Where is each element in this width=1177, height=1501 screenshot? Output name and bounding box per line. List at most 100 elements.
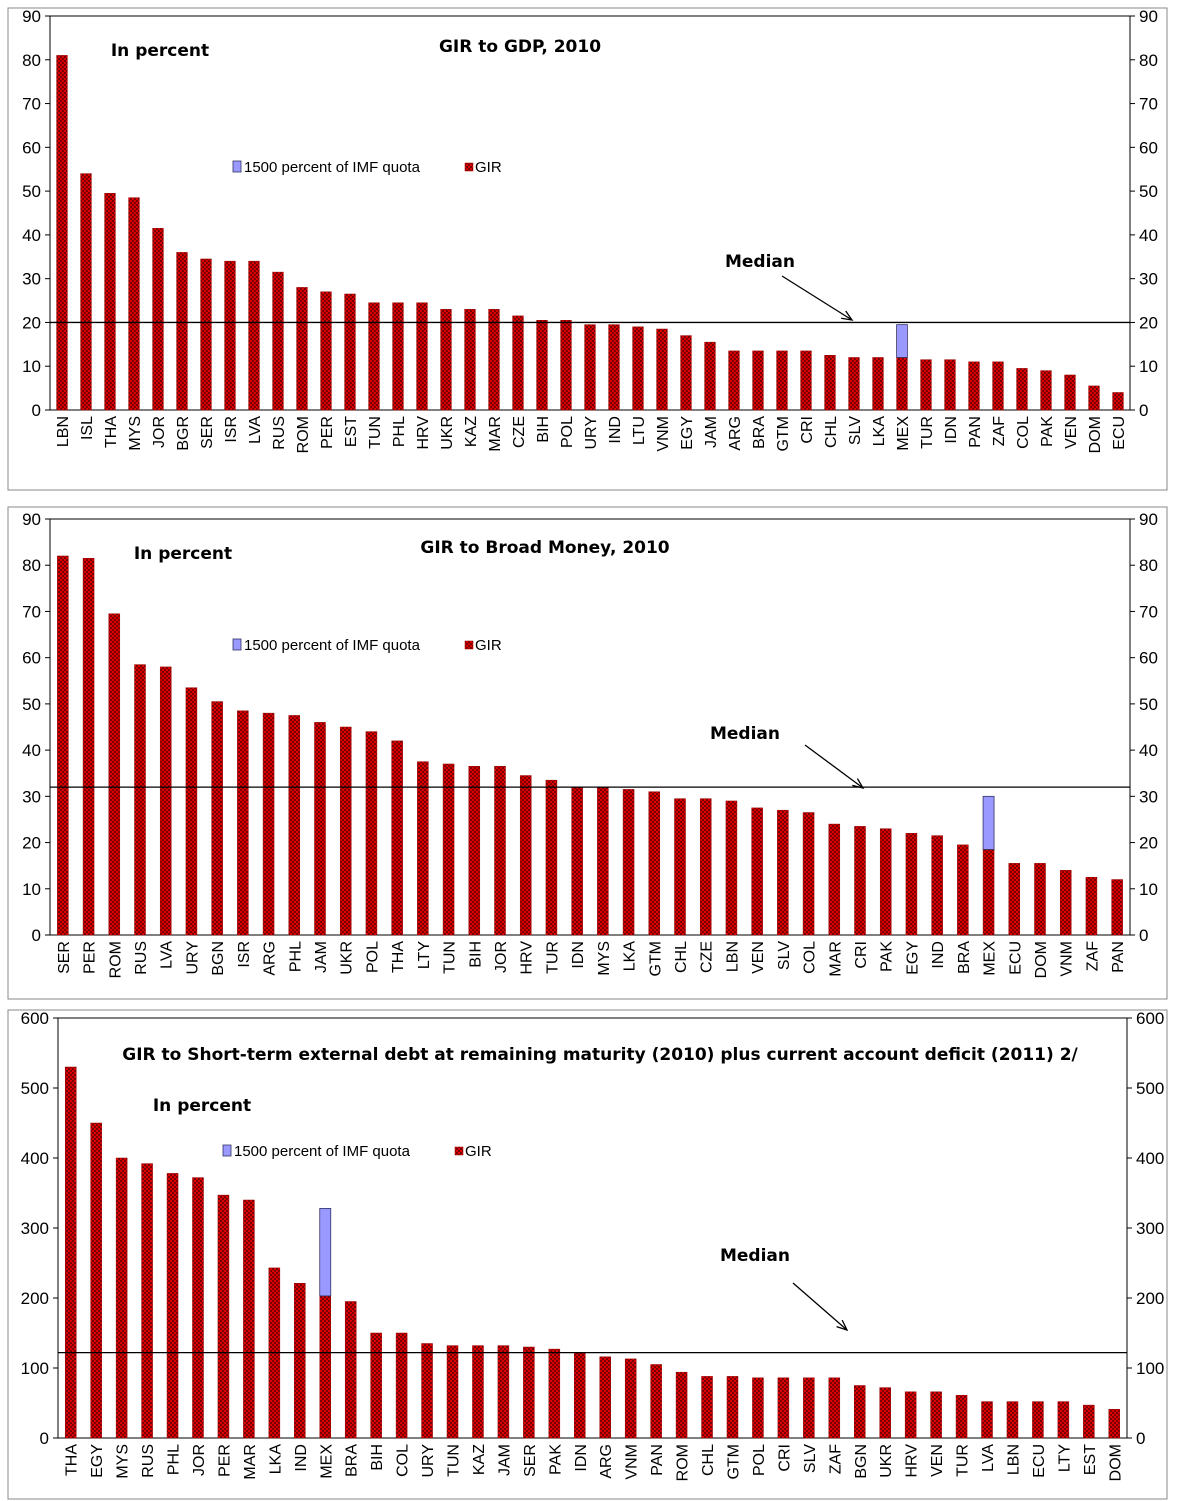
bar-gir [421,1343,433,1439]
x-tick-label: MAR [827,941,844,977]
x-tick-label: PAK [879,941,896,972]
bar-gir [57,555,69,936]
y-tick-label-left: 100 [21,1359,49,1378]
bar-gir [294,1283,306,1439]
x-tick-label: ARG [262,941,279,976]
bar-gir [1064,374,1076,411]
y-tick-label-left: 40 [22,226,41,245]
bar-gir [108,613,121,936]
bar-imf-quota [896,324,908,358]
x-tick-label: RUS [133,941,150,975]
bar-gir [599,1356,611,1439]
bar-gir [80,173,92,411]
bar-gir [751,807,763,936]
bar-gir [440,309,452,411]
x-tick-label: BIH [467,941,484,968]
x-tick-label: ISR [236,941,253,968]
bar-gir [650,1364,662,1439]
y-tick-label-left: 600 [21,1009,49,1028]
x-tick-label: ISL [79,416,96,440]
bar-gir [224,260,236,411]
x-tick-label: PAN [649,1444,666,1476]
x-tick-label: PAN [1110,941,1127,973]
legend-label-gir: GIR [475,159,502,176]
legend-swatch-imf-quota [232,638,242,651]
chart-subtitle: In percent [153,1096,251,1116]
bar-gir [512,315,524,411]
x-tick-label: PAK [1039,416,1056,447]
bar-gir [519,775,532,936]
x-tick-label: SLV [802,1444,819,1473]
bar-gir [1034,863,1046,936]
x-tick-label: SLV [847,416,864,445]
x-tick-label: CRI [776,1444,793,1472]
y-tick-label-right: 60 [1139,649,1158,668]
bar-gir [464,309,476,411]
legend-swatch-imf-quota [222,1144,232,1157]
bar-gir [931,835,943,936]
bar-gir [879,828,892,936]
bar-gir [571,786,583,936]
x-tick-label: VEN [750,941,767,974]
x-tick-label: LKA [622,941,639,972]
bar-gir [211,701,223,936]
chart-title: GIR to Short-term external debt at remai… [122,1045,1078,1065]
bar-gir [320,291,332,411]
x-tick-label: HRV [904,1444,921,1478]
y-tick-label-left: 0 [32,926,41,945]
bar-gir [159,666,172,936]
x-tick-label: LBN [1005,1444,1022,1475]
bar-gir [776,350,788,411]
x-tick-label: CZE [511,416,528,448]
legend-swatch-gir [454,1146,464,1156]
bar-gir [872,357,884,411]
y-tick-label-right: 20 [1139,834,1158,853]
x-tick-label: IDN [943,416,960,444]
bar-gir [828,1377,841,1439]
x-tick-label: UKR [339,941,356,975]
bar-gir [134,664,146,936]
x-tick-label: ECU [1111,416,1128,450]
x-tick-label: LVA [159,941,176,969]
x-tick-label: LTU [631,416,648,445]
bar-gir [545,779,558,936]
x-tick-label: ROM [675,1444,692,1481]
x-tick-label: MEX [895,416,912,451]
x-tick-label: JOR [191,1444,208,1476]
bar-gir [800,350,812,411]
bar-gir [319,1295,331,1439]
x-tick-label: BGN [853,1444,870,1479]
bar-gir [494,766,506,936]
bar-gir [896,357,908,411]
bar-gir [176,252,188,411]
x-tick-label: BGN [210,941,227,976]
bar-gir [955,1395,968,1439]
x-tick-label: BRA [751,416,768,449]
y-tick-label-left: 200 [21,1289,49,1308]
x-tick-label: SLV [776,941,793,970]
bar-gir [725,800,738,936]
x-tick-label: SER [199,416,216,449]
chart-svg: 0 0 10 10 20 20 30 30 40 40 50 50 60 60 70 70 80 80 90 90 SE… [7,506,1168,1000]
bar-gir [930,1391,942,1439]
y-tick-label-right: 0 [1139,926,1148,945]
y-tick-label-left: 80 [22,51,41,70]
x-tick-label: JOR [151,416,168,448]
bar-gir [992,361,1004,411]
x-tick-label: URY [583,416,600,450]
median-arrow-head [836,1319,849,1332]
bar-gir [344,1301,357,1439]
y-tick-label-left: 20 [22,313,41,332]
x-tick-label: TUN [446,1444,463,1477]
y-tick-label-right: 0 [1139,401,1148,420]
y-tick-label-left: 90 [22,510,41,529]
chart-subtitle: In percent [134,544,232,564]
x-tick-label: BGR [175,416,192,451]
bar-gir [392,302,404,411]
median-arrow-head [852,778,865,789]
legend-swatch-gir [464,640,474,650]
bar-gir [1032,1401,1044,1439]
x-tick-label: CRI [853,941,870,969]
bar-gir [1059,870,1072,936]
y-tick-label-left: 50 [22,695,41,714]
